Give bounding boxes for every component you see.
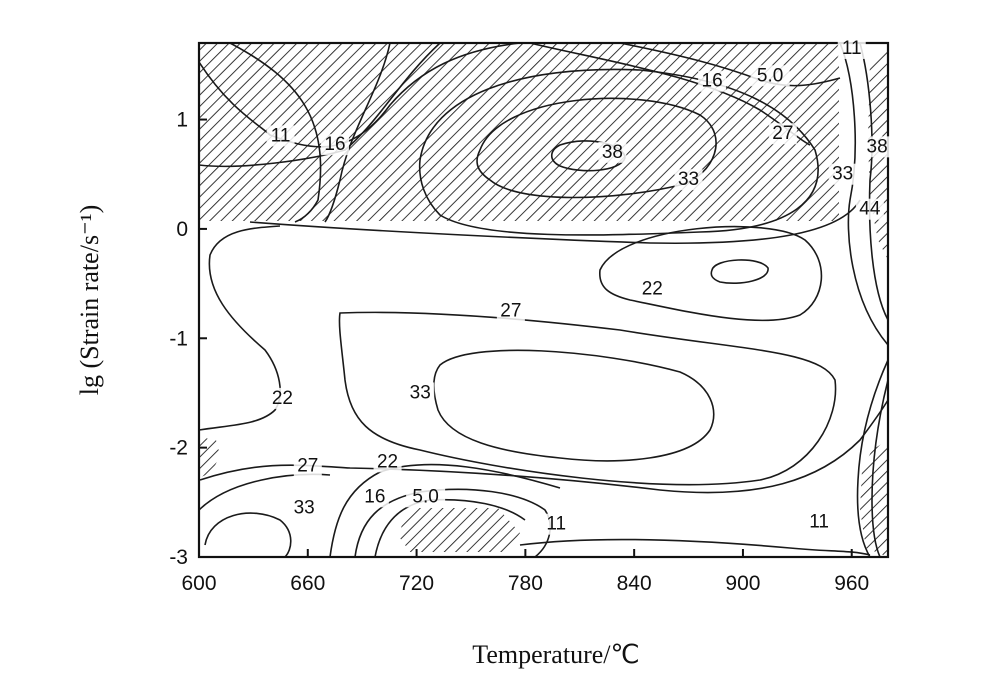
contour-label: 11: [809, 511, 829, 532]
contour-label-background: [320, 134, 349, 156]
contour-label-background: [373, 451, 402, 473]
x-axis-ticks: 600 660 720 780 840 900 960: [181, 549, 869, 595]
y-tick-label: 1: [176, 109, 188, 132]
contour-11-upper: [229, 43, 322, 223]
contour-label: 16: [324, 134, 345, 155]
contour-label-background: [268, 387, 297, 409]
contour-label: 22: [272, 388, 293, 409]
contour-label-background: [406, 382, 435, 404]
contour-label: 27: [500, 300, 521, 321]
contour-label-background: [290, 497, 319, 519]
contour-inner-right: [710, 259, 769, 284]
contour-label-background: [698, 70, 727, 92]
y-axis-ticks: 1 0 -1 -2 -3: [169, 109, 207, 569]
contour-label: 33: [410, 382, 431, 403]
contour-33-middle: [432, 349, 715, 462]
contour-label-background: [768, 123, 797, 145]
x-tick-label: 660: [290, 572, 325, 595]
contour-label-background: [837, 37, 866, 59]
contour-label-background: [674, 169, 703, 191]
contour-label: 44: [859, 199, 881, 220]
x-axis-title: Temperature/℃: [472, 640, 639, 669]
contour-label-background: [293, 455, 322, 477]
unstable-regions: [199, 43, 888, 557]
x-tick-label: 720: [399, 572, 434, 595]
x-tick-label: 900: [725, 572, 760, 595]
contour-label: 5.0: [412, 486, 438, 507]
contour-33-lower: [204, 512, 292, 557]
y-tick-label: -1: [169, 327, 188, 350]
contour-label-background: [828, 163, 857, 185]
contour-label: 38: [867, 136, 888, 157]
x-tick-label: 780: [508, 572, 543, 595]
contour-label: 33: [678, 169, 699, 190]
y-tick-label: 0: [176, 218, 188, 241]
contour-22-right: [599, 225, 823, 322]
y-tick-label: -2: [169, 437, 188, 460]
contour-11-lower: [519, 538, 871, 556]
contour-label: 27: [297, 456, 318, 477]
contour-right-edge-3: [856, 359, 888, 557]
x-tick-label: 840: [617, 572, 652, 595]
contour-label: 16: [702, 71, 723, 92]
plot-frame: [197, 41, 890, 559]
contour-label-background: [638, 278, 667, 300]
x-tick-label: 960: [834, 572, 869, 595]
contour-label-background: [360, 486, 389, 508]
contour-label: 33: [294, 497, 315, 518]
unstable-region-bottom: [400, 508, 520, 552]
contour-value-labels: 11 16 38 33 27 16 5.0 11 38 33 44 22 27 33 22 27 22 33 16 5…: [266, 37, 892, 535]
contour-right-edge-1: [839, 43, 888, 346]
contour-label: 22: [642, 279, 663, 300]
contour-label: 22: [377, 451, 398, 472]
contour-label-background: [406, 486, 446, 508]
contour-label-background: [598, 141, 627, 163]
contour-label-background: [496, 300, 525, 322]
contour-right-edge-4: [871, 379, 888, 557]
contour-22-left: [199, 225, 281, 431]
contour-27-top: [418, 68, 819, 236]
unstable-region-left: [199, 437, 220, 478]
unstable-region-right-bottom: [860, 440, 888, 557]
contour-label: 11: [546, 514, 566, 535]
contour-label: 38: [602, 142, 623, 163]
contour-label-background: [805, 511, 834, 533]
contour-label-background: [863, 136, 892, 158]
x-tick-label: 600: [181, 572, 216, 595]
contour-27-middle: [338, 311, 837, 486]
contour-label: 5.0: [757, 65, 783, 86]
contour-outer-top: [249, 199, 861, 245]
contour-label: 27: [772, 123, 793, 144]
contour-outer-mid: [199, 399, 888, 494]
contour-label-background: [855, 198, 884, 220]
contour-label-background: [542, 513, 571, 535]
contour-label-background: [266, 125, 295, 147]
y-axis-title: lg (Strain rate/s⁻¹): [75, 205, 104, 395]
contour-label: 33: [832, 164, 853, 185]
contour-label-background: [750, 65, 790, 87]
y-tick-label: -3: [169, 546, 188, 569]
contour-label: 11: [842, 38, 862, 59]
contour-label: 16: [364, 486, 385, 507]
unstable-region-top: [199, 43, 839, 221]
contour-16-upper-diag: [324, 43, 391, 223]
contour-label: 11: [271, 125, 291, 146]
contour-right-edge-2: [859, 43, 888, 321]
